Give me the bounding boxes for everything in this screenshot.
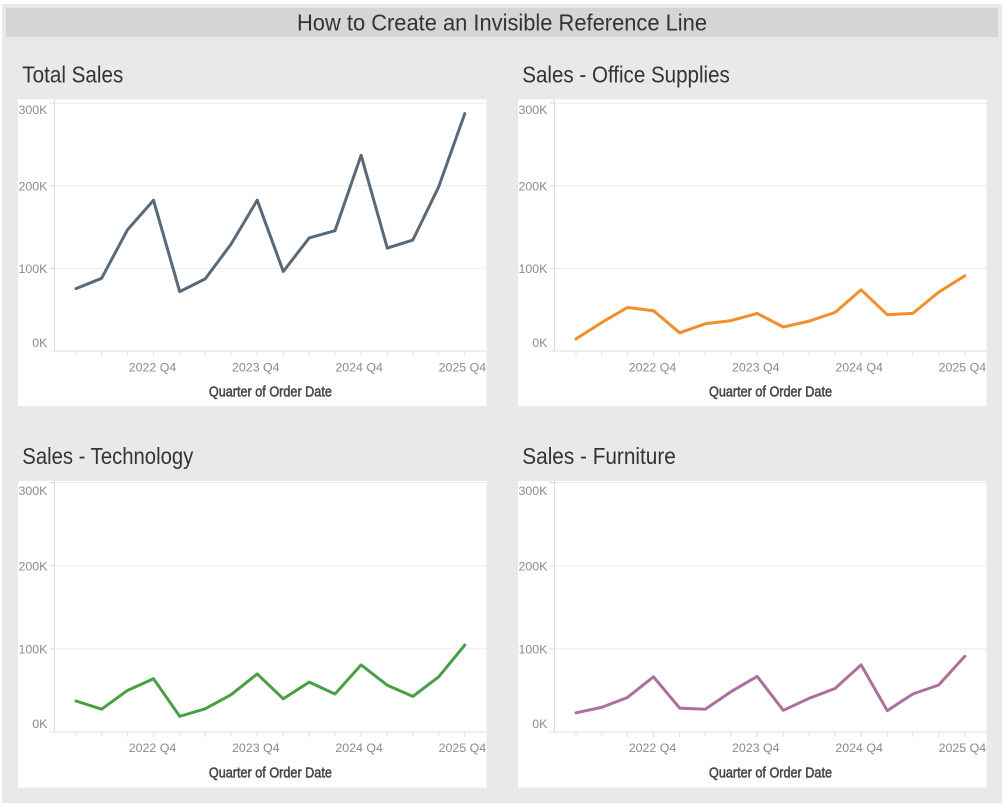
svg-text:300K: 300K (18, 484, 48, 498)
svg-text:0K: 0K (532, 717, 548, 731)
svg-text:300K: 300K (518, 103, 548, 117)
svg-text:2025 Q4: 2025 Q4 (439, 361, 487, 375)
svg-text:100K: 100K (518, 262, 548, 276)
svg-text:200K: 200K (18, 559, 48, 573)
svg-text:200K: 200K (518, 559, 548, 573)
svg-text:Sales - Technology: Sales - Technology (22, 443, 193, 469)
svg-text:200K: 200K (18, 179, 48, 193)
svg-text:2022 Q4: 2022 Q4 (629, 361, 677, 375)
svg-text:2022 Q4: 2022 Q4 (129, 361, 177, 375)
svg-text:2023 Q4: 2023 Q4 (232, 741, 280, 755)
svg-text:Sales - Furniture: Sales - Furniture (522, 443, 676, 469)
svg-text:200K: 200K (518, 179, 548, 193)
svg-text:Quarter of Order Date: Quarter of Order Date (709, 385, 832, 401)
svg-text:Sales - Office Supplies: Sales - Office Supplies (522, 62, 730, 88)
svg-text:2024 Q4: 2024 Q4 (835, 361, 883, 375)
svg-text:Quarter of Order Date: Quarter of Order Date (209, 766, 332, 782)
svg-text:2022 Q4: 2022 Q4 (129, 741, 177, 755)
svg-text:Total Sales: Total Sales (22, 62, 123, 88)
svg-text:How to Create an Invisible Ref: How to Create an Invisible Reference Lin… (297, 10, 707, 36)
svg-text:2024 Q4: 2024 Q4 (335, 741, 383, 755)
svg-text:300K: 300K (518, 484, 548, 498)
svg-text:2023 Q4: 2023 Q4 (232, 361, 280, 375)
svg-text:2025 Q4: 2025 Q4 (939, 741, 987, 755)
svg-text:0K: 0K (532, 336, 548, 350)
svg-text:2025 Q4: 2025 Q4 (439, 741, 487, 755)
svg-text:2022 Q4: 2022 Q4 (629, 741, 677, 755)
svg-text:Quarter of Order Date: Quarter of Order Date (209, 385, 332, 401)
svg-text:2023 Q4: 2023 Q4 (732, 361, 780, 375)
svg-text:100K: 100K (18, 262, 48, 276)
svg-text:100K: 100K (518, 643, 548, 657)
svg-text:2025 Q4: 2025 Q4 (939, 361, 987, 375)
svg-text:0K: 0K (32, 336, 48, 350)
svg-text:2024 Q4: 2024 Q4 (335, 361, 383, 375)
svg-text:300K: 300K (18, 103, 48, 117)
svg-text:Quarter of Order Date: Quarter of Order Date (709, 766, 832, 782)
svg-text:2024 Q4: 2024 Q4 (835, 741, 883, 755)
svg-text:0K: 0K (32, 717, 48, 731)
svg-text:2023 Q4: 2023 Q4 (732, 741, 780, 755)
svg-text:100K: 100K (18, 643, 48, 657)
